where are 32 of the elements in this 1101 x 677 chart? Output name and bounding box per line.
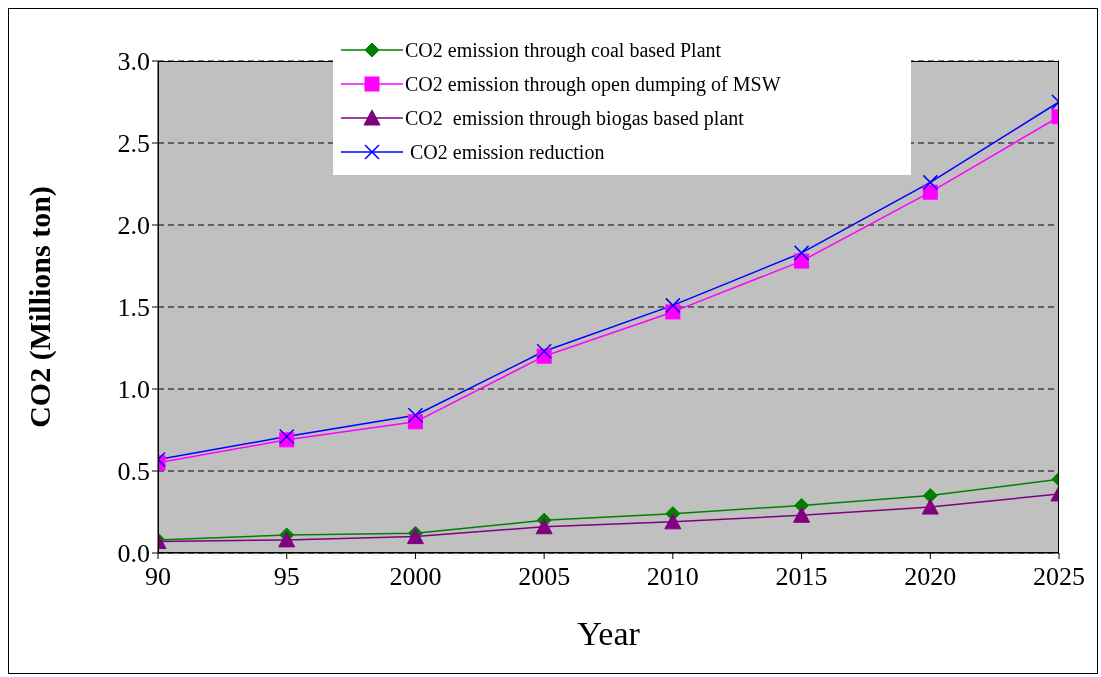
legend-label: CO2 emission reduction [409,140,605,164]
y-tick-label: 1.0 [117,375,150,405]
x-tick-label: 2005 [518,562,571,592]
x-tick-label: 2000 [389,562,442,592]
point [407,407,424,423]
y-tick-label: 2.0 [117,211,150,241]
legend-label: CO2 emission through coal based Plant [405,38,722,62]
point [921,498,939,515]
point [922,184,938,200]
legend-label: CO2 emission through biogas based plant [405,106,744,130]
y-axis-title: CO2 (Millions ton) [22,186,57,428]
y-tick-label: 0.5 [117,457,150,487]
x-axis-title: Year [577,615,641,652]
x-tick-label: 2015 [775,562,828,592]
point [793,245,810,261]
y-tick-label: 3.0 [117,47,150,77]
legend-label: CO2 emission through open dumping of MSW [405,72,781,96]
point [793,506,811,523]
point [535,518,553,535]
y-tick-label: 2.5 [117,129,150,159]
point [664,513,682,530]
point [922,174,939,191]
y-tick-label: 1.5 [117,293,150,323]
point [406,528,424,545]
point [536,343,552,360]
point [665,297,681,314]
x-tick-label: 2020 [904,562,957,592]
point [278,428,295,445]
x-tick-label: 2025 [1033,562,1085,592]
x-tick-label: 95 [273,562,300,592]
x-tick-label: 2010 [646,562,699,592]
point [278,531,296,548]
